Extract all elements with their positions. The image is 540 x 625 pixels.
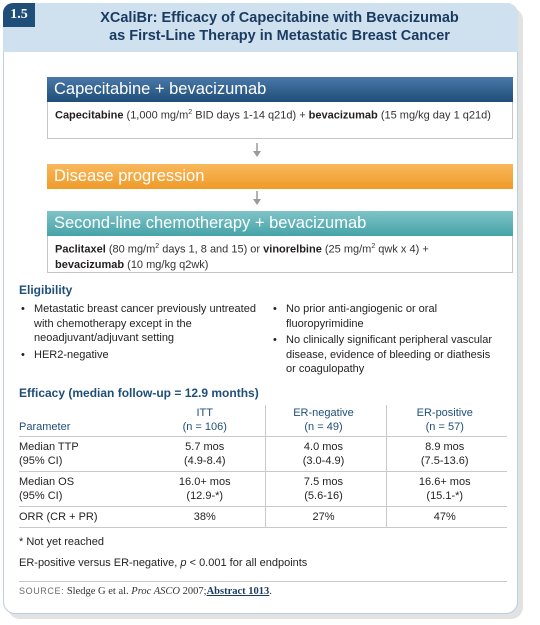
table-row: Median OS (95% CI) 16.0+ mos (12.9-*) 7.5 … (19, 471, 507, 507)
drug-paclitaxel: Paclitaxel (55, 243, 106, 256)
column-name: ER-positive (416, 407, 473, 419)
param-header: Parameter (19, 421, 71, 433)
title-line-1: XCaliBr: Efficacy of Capecitabine with B… (100, 10, 459, 26)
row-label-main: Median TTP (19, 441, 79, 453)
column-n: (n = 57) (425, 421, 464, 433)
note-text: < 0.001 for all endpoints (186, 557, 308, 569)
table-cell: 47% (385, 506, 507, 528)
eligibility-item: Metastatic breast cancer previously untr… (19, 302, 259, 346)
cell-ci: (12.9-*) (186, 490, 224, 502)
eligibility-list-right: No prior anti-angiogenic or oral fluorop… (271, 302, 493, 379)
table-cell: 16.0+ mos (12.9-*) (149, 471, 265, 507)
cell-value: 38% (193, 511, 216, 523)
table-cell: 7.5 mos (5.6-16) (264, 471, 386, 507)
superscript: 2 (155, 243, 160, 250)
cell-value: 16.6+ mos (418, 476, 471, 488)
abstract-link[interactable]: Abstract 1013 (206, 586, 270, 597)
column-header-er-positive: ER-positive (n = 57) (385, 405, 507, 437)
source-authors: Sledge G et al. (64, 586, 132, 597)
table-cell: 4.0 mos (3.0-4.9) (264, 436, 386, 472)
row-label-main: Median OS (19, 476, 75, 488)
cell-ci: (15.1-*) (426, 490, 464, 502)
table-cell: 16.6+ mos (15.1-*) (385, 471, 507, 507)
row-label: ORR (CR + PR) (19, 506, 149, 528)
dose-text: (80 mg/m (105, 243, 156, 256)
cell-ci: (7.5-13.6) (420, 455, 469, 467)
cell-value: 27% (312, 511, 335, 523)
divider (19, 581, 507, 582)
table-row: Median TTP (95% CI) 5.7 mos (4.9-8.4) 4.0 … (19, 436, 507, 472)
eligibility-list-left: Metastatic breast cancer previously untr… (19, 302, 259, 364)
dose-text: days 1, 8 and 15) or (159, 243, 264, 256)
column-header-er-negative: ER-negative (n = 49) (264, 405, 386, 437)
cell-ci: (4.9-8.4) (183, 455, 226, 467)
column-header-itt: ITT (n = 106) (149, 405, 265, 437)
table-cell: 38% (149, 506, 265, 528)
table-cell: 8.9 mos (7.5-13.6) (385, 436, 507, 472)
cell-value: 7.5 mos (303, 476, 344, 488)
dose-text: (10 mg/kg q2wk) (124, 258, 209, 271)
efficacy-heading: Efficacy (median follow-up = 12.9 months… (19, 386, 259, 400)
title-line-2: as First-Line Therapy in Metastatic Brea… (109, 28, 450, 44)
row-label-sub: (95% CI) (19, 490, 63, 502)
figure-header: 1.5 XCaliBr: Efficacy of Capecitabine wi… (3, 3, 518, 52)
column-n: (n = 106) (182, 421, 227, 433)
eligibility-item: No clinically significant peripheral vas… (271, 333, 493, 377)
dose-text: BID days 1-14 q21d) + (192, 109, 309, 122)
cell-value: 16.0+ mos (178, 476, 231, 488)
superscript: 2 (371, 243, 376, 250)
eligibility-item: No prior anti-angiogenic or oral fluorop… (271, 302, 493, 331)
source-journal: Proc ASCO (131, 586, 181, 597)
column-name: ER-negative (293, 407, 354, 419)
cell-value: 5.7 mos (185, 441, 225, 453)
table-row: ORR (CR + PR) 38% 27% 47% (19, 506, 507, 528)
row-label-main: ORR (CR + PR) (19, 511, 98, 523)
source-citation: SOURCE: Sledge G et al. Proc ASCO 2007;A… (19, 586, 272, 597)
step-second-line-details: Paclitaxel (80 mg/m2 days 1, 8 and 15) o… (47, 236, 513, 273)
figure-title: XCaliBr: Efficacy of Capecitabine with B… (45, 9, 514, 45)
column-name: ITT (196, 407, 214, 419)
table-cell: 27% (264, 506, 386, 528)
dose-text: (25 mg/m (321, 243, 372, 256)
step-capecitabine-bevacizumab-heading: Capecitabine + bevacizumab (47, 77, 513, 102)
eligibility-heading: Eligibility (19, 283, 73, 297)
row-label-sub: (95% CI) (19, 455, 63, 467)
drug-bevacizumab: bevacizumab (308, 109, 378, 122)
cell-value: 4.0 mos (303, 441, 344, 453)
footnote-not-reached: * Not yet reached (19, 536, 104, 548)
cell-ci: (5.6-16) (304, 490, 343, 502)
figure-number-badge: 1.5 (3, 3, 35, 27)
column-n: (n = 49) (304, 421, 343, 433)
efficacy-table: Parameter ITT (n = 106) ER-negative (n = 4… (19, 405, 507, 528)
down-arrow-icon (253, 191, 261, 205)
step-capecitabine-bevacizumab-details: Capecitabine (1,000 mg/m2 BID days 1-14 … (47, 102, 513, 139)
dose-text: (1,000 mg/m (123, 109, 189, 122)
table-cell: 5.7 mos (4.9-8.4) (149, 436, 265, 472)
cell-value: 8.9 mos (425, 441, 465, 453)
down-arrow-icon (253, 143, 261, 157)
step-disease-progression-heading: Disease progression (47, 164, 513, 189)
cell-value: 47% (433, 511, 456, 523)
row-label: Median OS (95% CI) (19, 471, 149, 507)
row-label: Median TTP (95% CI) (19, 436, 149, 472)
drug-capecitabine: Capecitabine (55, 109, 124, 122)
drug-bevacizumab: bevacizumab (55, 258, 125, 271)
source-label: SOURCE: (19, 586, 65, 596)
note-text: ER-positive versus ER-negative, (19, 557, 181, 569)
dose-text: qwk x 4) + (375, 243, 429, 256)
p-symbol: p (180, 557, 187, 569)
source-year: 2007; (180, 586, 207, 597)
source-end: . (269, 586, 272, 597)
drug-vinorelbine: vinorelbine (263, 243, 322, 256)
footnote-comparison: ER-positive versus ER-negative, p < 0.00… (19, 557, 307, 569)
eligibility-item: HER2-negative (19, 348, 259, 363)
cell-ci: (3.0-4.9) (302, 455, 345, 467)
dose-text: (15 mg/kg day 1 q21d) (377, 109, 491, 122)
step-second-line-heading: Second-line chemotherapy + bevacizumab (47, 211, 513, 236)
table-header-row: Parameter ITT (n = 106) ER-negative (n = 4… (19, 405, 507, 437)
superscript: 2 (188, 109, 193, 116)
